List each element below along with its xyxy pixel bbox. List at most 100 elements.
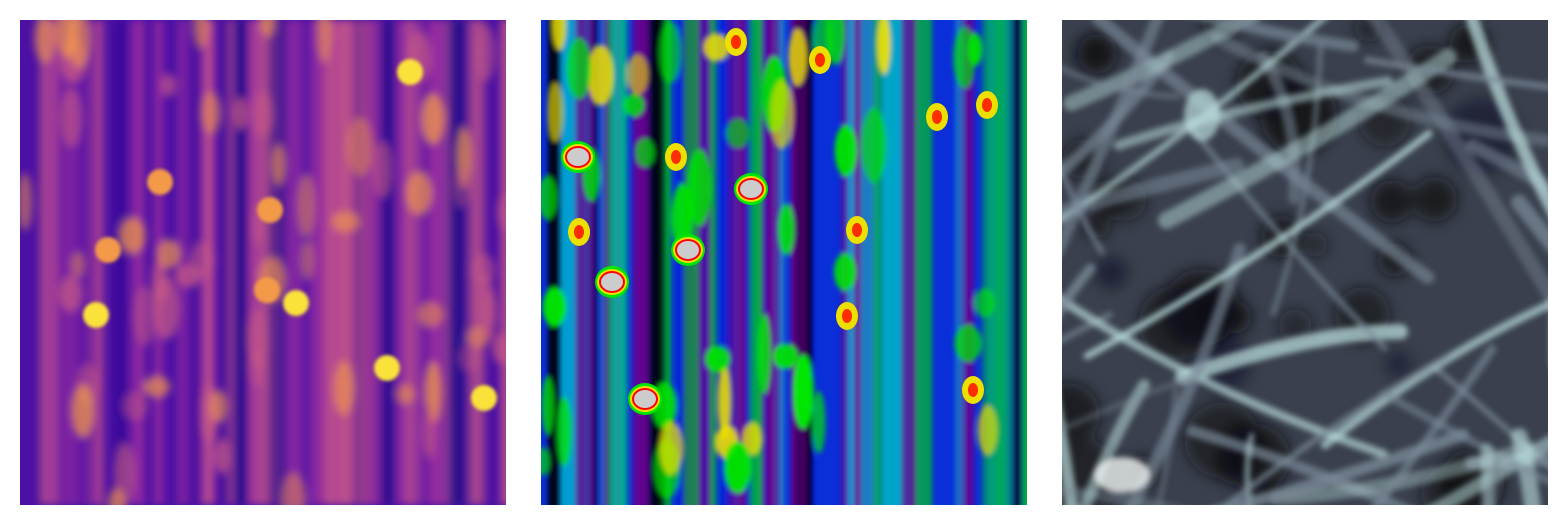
plasma-glow xyxy=(466,326,490,349)
plasma-streak xyxy=(222,20,228,505)
spectral-streak xyxy=(665,20,671,505)
plasma-streak xyxy=(227,20,237,505)
spectral-streak xyxy=(1013,20,1022,505)
plasma-streak xyxy=(416,20,424,505)
plasma-glow xyxy=(33,20,56,64)
spectral-glow xyxy=(834,124,857,177)
spectral-heatmap-panel xyxy=(541,20,1027,505)
plasma-streak xyxy=(287,20,304,505)
spectral-streak xyxy=(911,20,933,505)
fiber-shadow xyxy=(1077,34,1118,74)
plasma-glow xyxy=(422,406,436,459)
spectral-glow xyxy=(772,343,798,369)
fiber-strand xyxy=(1465,20,1548,216)
plasma-bright-spot xyxy=(254,277,280,303)
fiber-shadow xyxy=(1278,308,1313,343)
plasma-bright-spot xyxy=(283,290,309,316)
spectral-streak xyxy=(954,20,964,505)
spectral-glow xyxy=(541,176,558,220)
spectral-streak xyxy=(902,20,917,505)
fiber-strand xyxy=(1062,20,1164,256)
spectral-glow xyxy=(635,138,655,167)
plasma-streak xyxy=(363,20,382,505)
plasma-glow xyxy=(281,472,306,505)
fiber-strand xyxy=(1222,353,1451,505)
fiber-strand xyxy=(1062,50,1175,179)
fiber-strand xyxy=(1510,194,1548,252)
spectral-glow xyxy=(703,33,730,61)
plasma-streaks xyxy=(20,20,506,505)
spectral-streak xyxy=(618,20,627,505)
fiber-strand xyxy=(1083,129,1433,360)
spectral-warm-core xyxy=(932,110,942,124)
plasma-glow xyxy=(417,302,444,327)
spectral-glow xyxy=(547,82,564,143)
spectral-glow xyxy=(770,79,794,149)
spectral-glow xyxy=(542,287,567,327)
spectral-glow xyxy=(541,447,551,476)
spectral-glow xyxy=(705,345,730,373)
fiber-strand xyxy=(1372,344,1497,505)
spectral-warm-core xyxy=(842,309,852,323)
plasma-glow xyxy=(143,376,170,398)
plasma-bright-spot xyxy=(83,302,109,328)
spectral-glow xyxy=(726,118,751,148)
fiber-shadow xyxy=(1385,350,1412,378)
plasma-glow xyxy=(215,438,231,475)
plasma-glow xyxy=(491,333,506,364)
spectral-streak xyxy=(737,20,744,505)
spectral-glow xyxy=(778,203,795,256)
spectral-warm-core xyxy=(815,53,825,67)
fiber-bright-spot xyxy=(1184,89,1220,141)
fiber-strands xyxy=(1062,20,1548,505)
fiber-shadow xyxy=(1095,256,1128,289)
fiber-strand xyxy=(1158,48,1457,229)
fiber-strand xyxy=(1062,263,1096,317)
plasma-streak xyxy=(422,20,430,505)
fiber-strand xyxy=(1270,42,1324,317)
plasma-streak xyxy=(47,20,55,505)
spectral-glow xyxy=(792,354,814,429)
plasma-bright-spot xyxy=(257,197,283,223)
plasma-glow xyxy=(301,240,314,280)
plasma-glow xyxy=(192,20,209,49)
spectral-warm-core xyxy=(852,223,862,237)
spectral-streak xyxy=(1022,20,1027,505)
spectral-streaks xyxy=(541,20,1027,505)
plasma-bright-spot xyxy=(471,385,497,411)
plasma-glow xyxy=(260,20,276,38)
plasma-glow xyxy=(157,239,181,269)
fiber-shadow xyxy=(1412,176,1458,222)
plasma-streak xyxy=(112,20,129,505)
plasma-glow xyxy=(59,275,82,313)
spectral-hot-core xyxy=(740,180,762,198)
fiber-strand xyxy=(1062,311,1114,344)
plasma-glow xyxy=(452,167,471,208)
spectral-hot-core xyxy=(677,241,699,259)
spectral-glow xyxy=(977,405,998,456)
plasma-glow xyxy=(67,20,91,68)
plasma-glow xyxy=(371,141,394,198)
spectral-hot-core xyxy=(601,273,623,291)
plasma-streak xyxy=(176,20,189,505)
plasma-glow xyxy=(331,211,360,233)
fiber-shadow xyxy=(1138,285,1214,361)
fiber-shadow xyxy=(1302,232,1328,258)
spectral-glow xyxy=(861,107,887,184)
spectral-glow xyxy=(742,422,763,456)
plasma-streak xyxy=(315,20,328,505)
spectral-streak xyxy=(720,20,727,505)
plasma-streak xyxy=(93,20,102,505)
plasma-glow xyxy=(496,193,506,232)
plasma-bright-spot xyxy=(95,237,121,263)
fiber-bright-spot xyxy=(1094,457,1150,493)
spectral-glow xyxy=(954,324,982,362)
spectral-glow xyxy=(541,376,555,435)
plasma-streak xyxy=(233,20,248,505)
spectral-glow xyxy=(566,37,592,100)
fiber-strand xyxy=(1113,76,1393,151)
fiber-strand xyxy=(1380,389,1548,486)
plasma-streak xyxy=(327,20,346,505)
plasma-glow xyxy=(232,97,249,130)
plasma-glow xyxy=(252,91,274,138)
